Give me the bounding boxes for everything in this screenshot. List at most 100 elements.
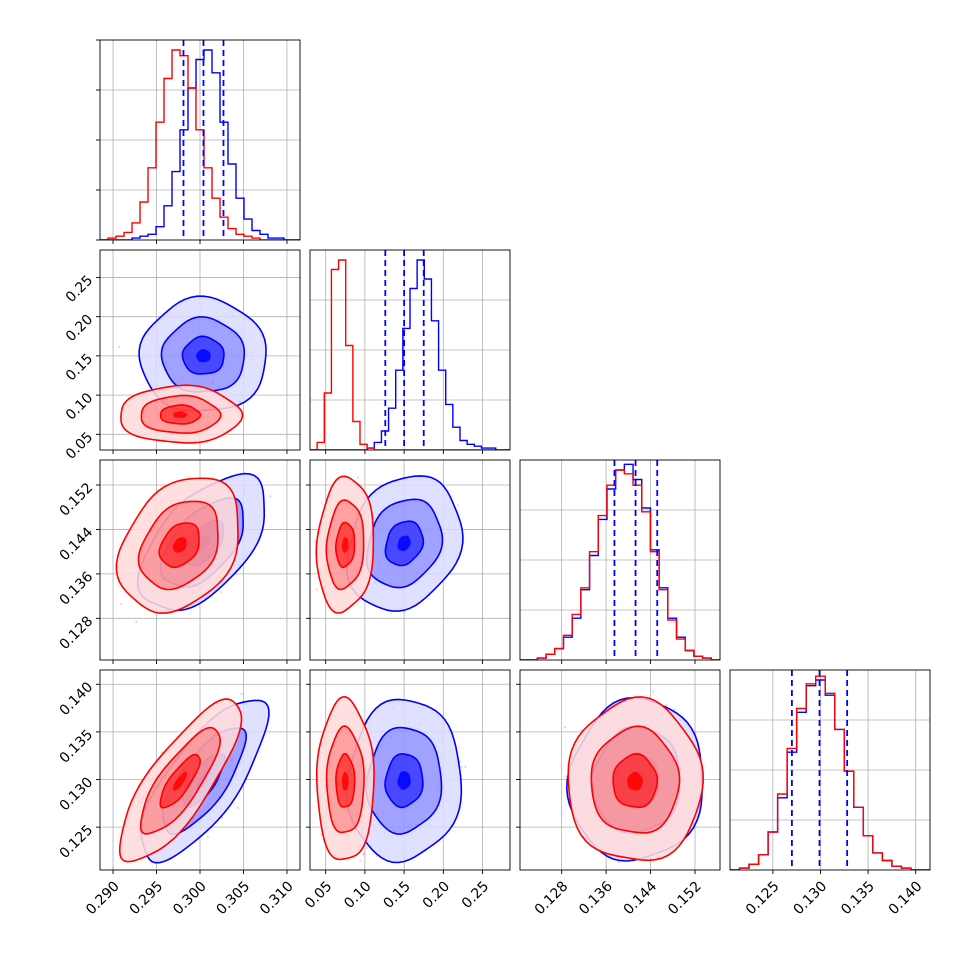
contour-line-red	[118, 698, 243, 863]
histogram-blue-p1	[100, 49, 300, 240]
panel-2-3	[306, 459, 511, 664]
contour-line-red	[159, 753, 202, 809]
contour-line-red	[115, 477, 239, 614]
scatter-point	[119, 602, 122, 605]
hist-frame	[519, 459, 721, 661]
scatter-point	[362, 852, 366, 855]
scatter-point	[651, 690, 654, 693]
density-peak-red	[341, 537, 349, 553]
scatter-point	[564, 775, 567, 778]
x-tick-label-p3: 0.152	[665, 878, 705, 918]
scatter-point	[580, 728, 583, 732]
x-tick-label-p4: 0.130	[791, 878, 831, 918]
y-tick-label-p3: 0.128	[57, 613, 97, 653]
panel-1-3	[96, 459, 301, 664]
scatter-point	[135, 620, 138, 623]
density-peak-blue	[196, 349, 211, 363]
scatter-point	[206, 835, 209, 838]
scatter-point	[460, 765, 463, 768]
x-tick-label-p1: 0.295	[127, 878, 167, 918]
scatter-point	[619, 875, 621, 877]
panel-content	[315, 695, 467, 864]
y-tick-label-p2: 0.05	[63, 429, 96, 462]
panel-3-4	[516, 669, 721, 877]
scatter-point	[694, 731, 697, 734]
hist-panel-2	[309, 249, 511, 454]
x-tick-label-p3: 0.136	[576, 878, 616, 918]
contour-line-red	[139, 726, 222, 835]
contour-line-red	[158, 522, 200, 569]
panel-content	[314, 475, 464, 614]
contour-line-red	[612, 752, 659, 809]
scatter-point	[206, 441, 209, 445]
x-tick-label-p1: 0.300	[170, 878, 210, 918]
scatter-point	[617, 861, 620, 864]
panel-content	[118, 295, 267, 450]
scatter-point	[192, 817, 195, 820]
contour-line-red	[315, 695, 375, 861]
y-tick-label-p3: 0.144	[57, 524, 97, 564]
density-peak-red	[172, 537, 187, 553]
hist-panel-3	[519, 459, 721, 664]
histogram-red-p2	[310, 259, 510, 450]
scatter-point	[563, 726, 567, 729]
histogram-red-p4	[730, 675, 930, 870]
scatter-point	[220, 591, 223, 594]
y-tick-label-p2: 0.10	[63, 390, 96, 423]
scatter-point	[319, 833, 322, 836]
contour-line-red	[140, 394, 222, 434]
scatter-point	[131, 871, 133, 873]
contour-line-red	[159, 404, 202, 425]
scatter-point	[240, 692, 243, 696]
scatter-point	[356, 476, 359, 479]
hist-frame	[729, 669, 931, 871]
density-peak-red	[173, 411, 188, 418]
histogram-red-p3	[520, 469, 720, 660]
x-tick-label-p4: 0.135	[838, 878, 878, 918]
y-tick-label-p4: 0.130	[57, 775, 97, 815]
scatter-point	[212, 381, 215, 384]
scatter-point	[673, 708, 676, 711]
density-peak-red	[173, 771, 188, 791]
scatter-point	[239, 401, 242, 404]
hist-panel-1	[96, 39, 301, 244]
y-tick-label-p4: 0.140	[57, 679, 97, 719]
scatter-point	[112, 866, 115, 869]
scatter-point	[236, 806, 239, 809]
y-tick-label-p3: 0.136	[57, 569, 97, 609]
contour-line-red	[325, 725, 365, 834]
y-tick-label-p4: 0.135	[57, 727, 97, 767]
scatter-point	[118, 345, 121, 349]
x-tick-label-p2: 0.25	[459, 878, 492, 911]
contour-line-red	[335, 521, 356, 569]
panel-content	[112, 692, 270, 873]
density-peak-blue	[397, 771, 411, 790]
x-tick-label-p1: 0.305	[214, 878, 254, 918]
contour-line-red	[567, 696, 705, 862]
x-tick-label-p2: 0.10	[341, 878, 374, 911]
scatter-point	[231, 758, 234, 761]
density-peak-red	[627, 771, 643, 791]
hist-frame	[309, 249, 511, 451]
panel-2-4	[306, 669, 511, 874]
scatter-point	[362, 853, 365, 856]
scatter-point	[464, 765, 467, 768]
histogram-red-p1	[100, 49, 300, 240]
hist-panel-4	[729, 669, 931, 874]
scatter-point	[269, 495, 272, 498]
contour-line-blue	[384, 520, 425, 567]
y-tick-label-p2: 0.15	[63, 351, 96, 384]
panel-frame	[519, 669, 721, 871]
scatter-point	[665, 704, 668, 707]
x-tick-label-p3: 0.128	[532, 878, 572, 918]
x-tick-label-p2: 0.15	[381, 878, 414, 911]
panel-content	[115, 472, 272, 623]
panel-content	[563, 690, 705, 877]
y-tick-label-p2: 0.20	[63, 312, 96, 345]
contour-line-red	[325, 499, 365, 591]
scatter-point	[359, 859, 362, 862]
x-tick-label-p4: 0.125	[743, 878, 783, 918]
scatter-point	[199, 814, 202, 817]
panel-1-2	[96, 249, 301, 454]
